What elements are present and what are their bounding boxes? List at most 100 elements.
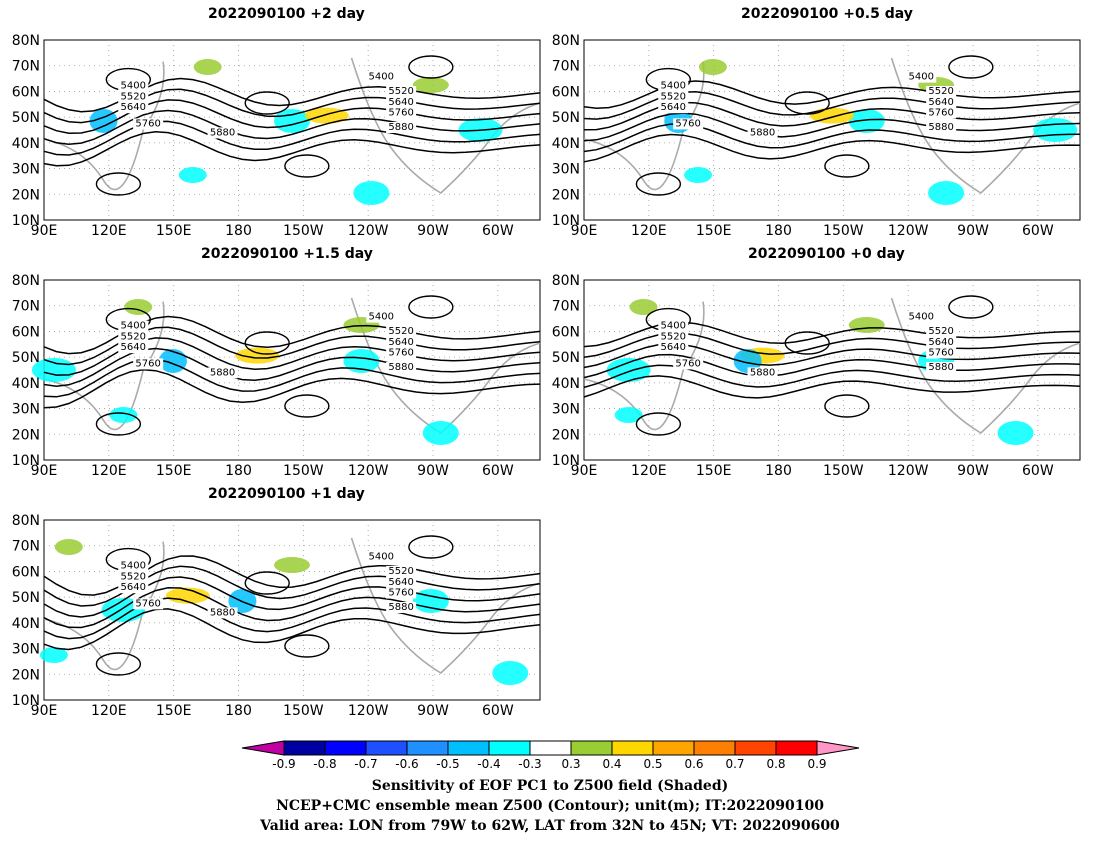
contour-label: 5520 (661, 91, 686, 102)
closed-contour (635, 412, 682, 436)
contour-label: 5400 (661, 81, 686, 92)
lat-tick-label: 60N (12, 324, 40, 340)
sensitivity-patch (422, 421, 459, 445)
lon-tick-label: 120W (888, 223, 929, 239)
contour-label: 5520 (388, 86, 413, 97)
contour-label: 5400 (369, 312, 394, 323)
coastline (43, 537, 541, 674)
contour-line (43, 597, 541, 640)
contour-label: 5640 (121, 582, 146, 593)
map-0day: 5400552056405760588054005520564057605880… (552, 273, 1081, 479)
sensitivity-patch (235, 347, 280, 364)
sensitivity-patch (698, 59, 727, 75)
contour-label: 5400 (121, 561, 146, 572)
panel-title-2day: 2022090100 +2 day (208, 6, 365, 22)
colorbar-cell (775, 740, 818, 756)
lon-tick-label: 90E (31, 463, 58, 479)
contour-label: 5400 (369, 552, 394, 563)
lat-tick-label: 30N (552, 162, 580, 178)
lon-tick-label: 180 (225, 703, 252, 719)
lon-tick-label: 120W (348, 223, 389, 239)
contour-label: 5520 (121, 91, 146, 102)
lat-tick-label: 50N (12, 590, 40, 606)
lat-tick-label: 30N (12, 642, 40, 658)
lon-tick-label: 150E (156, 223, 192, 239)
lat-tick-label: 60N (12, 564, 40, 580)
contour-label: 5880 (210, 607, 235, 618)
lon-tick-label: 150E (156, 463, 192, 479)
map-1day: 5400552056405760588054005520564057605880… (12, 513, 541, 719)
contour-line (43, 576, 541, 618)
contour-label: 5520 (388, 326, 413, 337)
lat-tick-label: 40N (552, 136, 580, 152)
lon-tick-label: 120E (91, 463, 127, 479)
closed-contour (948, 295, 994, 319)
contour-label: 5760 (388, 588, 413, 599)
contour-label: 5520 (928, 326, 953, 337)
colorbar-cell (488, 740, 531, 756)
contour-label: 5640 (388, 577, 413, 588)
contour-label: 5640 (121, 102, 146, 113)
lon-tick-label: 120W (888, 463, 929, 479)
colorbar-cell (324, 740, 367, 756)
sensitivity-patch (997, 421, 1034, 445)
lon-tick-label: 180 (225, 223, 252, 239)
lat-tick-label: 50N (12, 350, 40, 366)
sensitivity-patch (412, 589, 449, 613)
lat-tick-label: 20N (12, 667, 40, 683)
sensitivity-patch (492, 661, 529, 685)
closed-contour (95, 652, 142, 676)
closed-contour (408, 295, 454, 319)
lon-tick-label: 180 (765, 223, 792, 239)
colorbar-cell (529, 740, 572, 756)
lon-tick-label: 180 (765, 463, 792, 479)
map-2day: 5400552056405760588054005520564057605880… (12, 33, 541, 239)
colorbar-cell (365, 740, 408, 756)
contour-label: 5880 (388, 602, 413, 613)
contour-label: 5400 (909, 312, 934, 323)
lat-tick-label: 40N (12, 376, 40, 392)
colorbar-cell (611, 740, 654, 756)
lat-tick-label: 60N (552, 324, 580, 340)
colorbar-tick-label: 0.6 (684, 757, 703, 771)
contour-label: 5400 (661, 321, 686, 332)
lon-tick-label: 180 (225, 463, 252, 479)
lon-tick-label: 120W (348, 463, 389, 479)
colorbar-tick-label: 0.4 (602, 757, 621, 771)
lon-tick-label: 90W (417, 463, 449, 479)
contour-label: 5760 (675, 358, 700, 369)
sensitivity-patch (193, 59, 222, 75)
colorbar-tick-label: 0.5 (643, 757, 662, 771)
sensitivity-patch (412, 77, 449, 93)
lon-tick-label: 150W (823, 223, 864, 239)
caption: Sensitivity of EOF PC1 to Z500 field (Sh… (0, 776, 1100, 836)
contour-line (43, 358, 541, 398)
lat-tick-label: 40N (552, 376, 580, 392)
lat-tick-label: 70N (552, 299, 580, 315)
lon-tick-label: 90W (417, 703, 449, 719)
contour-label: 5520 (388, 566, 413, 577)
lat-tick-label: 10N (552, 453, 580, 469)
lat-tick-label: 50N (12, 110, 40, 126)
colorbar-low-arrow (241, 740, 285, 756)
lat-tick-label: 10N (12, 453, 40, 469)
sensitivity-patch (109, 407, 138, 423)
caption-line-1: Sensitivity of EOF PC1 to Z500 field (Sh… (371, 778, 729, 794)
lat-tick-label: 20N (12, 187, 40, 203)
closed-contour (95, 172, 142, 196)
contour-label: 5640 (928, 97, 953, 108)
contour-line (43, 587, 541, 629)
colorbar-cell (734, 740, 777, 756)
contour-line (583, 133, 1081, 163)
lat-tick-label: 40N (12, 616, 40, 632)
sensitivity-patch (928, 181, 965, 205)
contour-line (43, 120, 541, 156)
lat-tick-label: 70N (552, 59, 580, 75)
contour-label: 5760 (135, 598, 160, 609)
closed-contour (408, 55, 454, 79)
contour-label: 5760 (928, 348, 953, 359)
contour-label: 5400 (369, 72, 394, 83)
contour-label: 5760 (135, 358, 160, 369)
closed-contour (948, 55, 994, 79)
